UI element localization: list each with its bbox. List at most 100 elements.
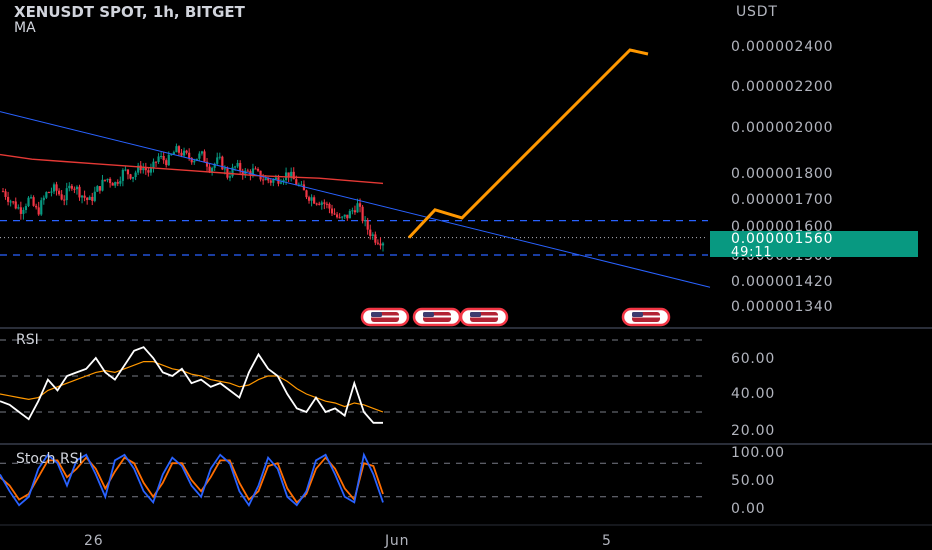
candle[interactable] — [338, 213, 341, 219]
candle[interactable] — [129, 173, 132, 180]
candle[interactable] — [37, 201, 40, 216]
candle[interactable] — [185, 149, 188, 155]
candle[interactable] — [313, 195, 316, 204]
candle[interactable] — [144, 162, 147, 175]
candle[interactable] — [198, 151, 201, 162]
candle[interactable] — [22, 207, 25, 220]
candle[interactable] — [307, 195, 311, 204]
candle[interactable] — [246, 168, 249, 172]
candle[interactable] — [32, 195, 35, 207]
candle[interactable] — [203, 149, 206, 162]
candle[interactable] — [98, 186, 102, 194]
us-flag-icon[interactable] — [412, 307, 462, 327]
chart-title[interactable]: XENUSDT SPOT, 1h, BITGET — [14, 3, 246, 21]
candle[interactable] — [1, 187, 5, 193]
candle[interactable] — [103, 179, 107, 182]
economic-events-row[interactable] — [360, 307, 671, 327]
candle[interactable] — [114, 181, 117, 188]
candle[interactable] — [73, 186, 76, 194]
candle[interactable] — [35, 203, 38, 210]
candle[interactable] — [80, 195, 84, 204]
candle[interactable] — [323, 199, 326, 210]
time-axis[interactable]: 26 Jun 5 — [84, 533, 612, 549]
candle[interactable] — [376, 239, 379, 246]
candle[interactable] — [330, 204, 334, 217]
candle[interactable] — [40, 197, 43, 216]
candle[interactable] — [180, 149, 183, 158]
stoch-d-line[interactable] — [0, 456, 384, 504]
candle[interactable] — [121, 168, 124, 187]
candle[interactable] — [172, 150, 175, 155]
candle[interactable] — [369, 224, 372, 240]
candle[interactable] — [221, 155, 224, 171]
candle[interactable] — [236, 159, 239, 169]
candle[interactable] — [274, 174, 277, 180]
candle[interactable] — [348, 209, 351, 219]
candle[interactable] — [109, 177, 112, 188]
horizontal-levels[interactable] — [0, 220, 708, 256]
candle[interactable] — [68, 182, 71, 192]
candle[interactable] — [42, 195, 45, 205]
candle[interactable] — [177, 145, 181, 157]
candle[interactable] — [351, 207, 354, 215]
candle[interactable] — [318, 201, 321, 206]
candle[interactable] — [335, 211, 339, 219]
candle[interactable] — [83, 190, 86, 202]
candle[interactable] — [343, 214, 346, 220]
candle[interactable] — [124, 166, 127, 172]
candle[interactable] — [256, 167, 260, 173]
candle[interactable] — [371, 232, 374, 240]
candle[interactable] — [353, 205, 357, 215]
candle[interactable] — [300, 181, 303, 186]
indicator-label[interactable]: MA — [14, 20, 36, 36]
candle[interactable] — [333, 208, 336, 216]
candle[interactable] — [269, 179, 272, 186]
candle[interactable] — [310, 194, 313, 207]
candle[interactable] — [134, 170, 137, 181]
candle[interactable] — [27, 196, 30, 208]
rsi-moving-average-line[interactable] — [0, 361, 384, 413]
projection-arrow[interactable] — [407, 48, 649, 239]
candle[interactable] — [200, 150, 204, 156]
candle[interactable] — [19, 201, 22, 220]
candle[interactable] — [70, 184, 73, 191]
stoch-k-line[interactable] — [0, 452, 384, 507]
candle[interactable] — [78, 184, 81, 201]
candle[interactable] — [160, 152, 163, 159]
candle[interactable] — [211, 166, 214, 176]
candle[interactable] — [190, 157, 193, 165]
candle[interactable] — [111, 182, 114, 186]
candle[interactable] — [52, 182, 56, 195]
candle[interactable] — [231, 163, 234, 178]
candle[interactable] — [165, 158, 168, 168]
candle[interactable] — [58, 188, 61, 196]
rsi-line[interactable] — [0, 346, 383, 424]
candle[interactable] — [361, 204, 364, 224]
candle[interactable] — [88, 195, 91, 201]
candle[interactable] — [60, 190, 63, 201]
candle[interactable] — [106, 178, 109, 183]
candle[interactable] — [366, 217, 369, 235]
candle[interactable] — [315, 202, 318, 206]
candle[interactable] — [381, 241, 385, 252]
candle[interactable] — [142, 163, 145, 174]
moving-average-line[interactable] — [0, 153, 384, 185]
candle[interactable] — [213, 162, 216, 172]
candle[interactable] — [126, 169, 130, 180]
candle[interactable] — [63, 195, 66, 206]
candle[interactable] — [45, 191, 48, 200]
candle[interactable] — [216, 152, 219, 166]
price-panel[interactable]: 0.000002400 0.000002200 0.000002000 0.00000… — [0, 3, 918, 327]
candle[interactable] — [356, 198, 359, 213]
candle[interactable] — [218, 152, 221, 160]
candle[interactable] — [205, 157, 209, 171]
candle[interactable] — [346, 214, 349, 221]
candle[interactable] — [119, 176, 122, 187]
candle[interactable] — [9, 199, 12, 207]
candle[interactable] — [149, 163, 153, 176]
us-flag-icon[interactable] — [621, 307, 671, 327]
candle[interactable] — [4, 188, 7, 200]
us-flag-icon[interactable] — [459, 307, 509, 327]
candle[interactable] — [244, 167, 247, 179]
